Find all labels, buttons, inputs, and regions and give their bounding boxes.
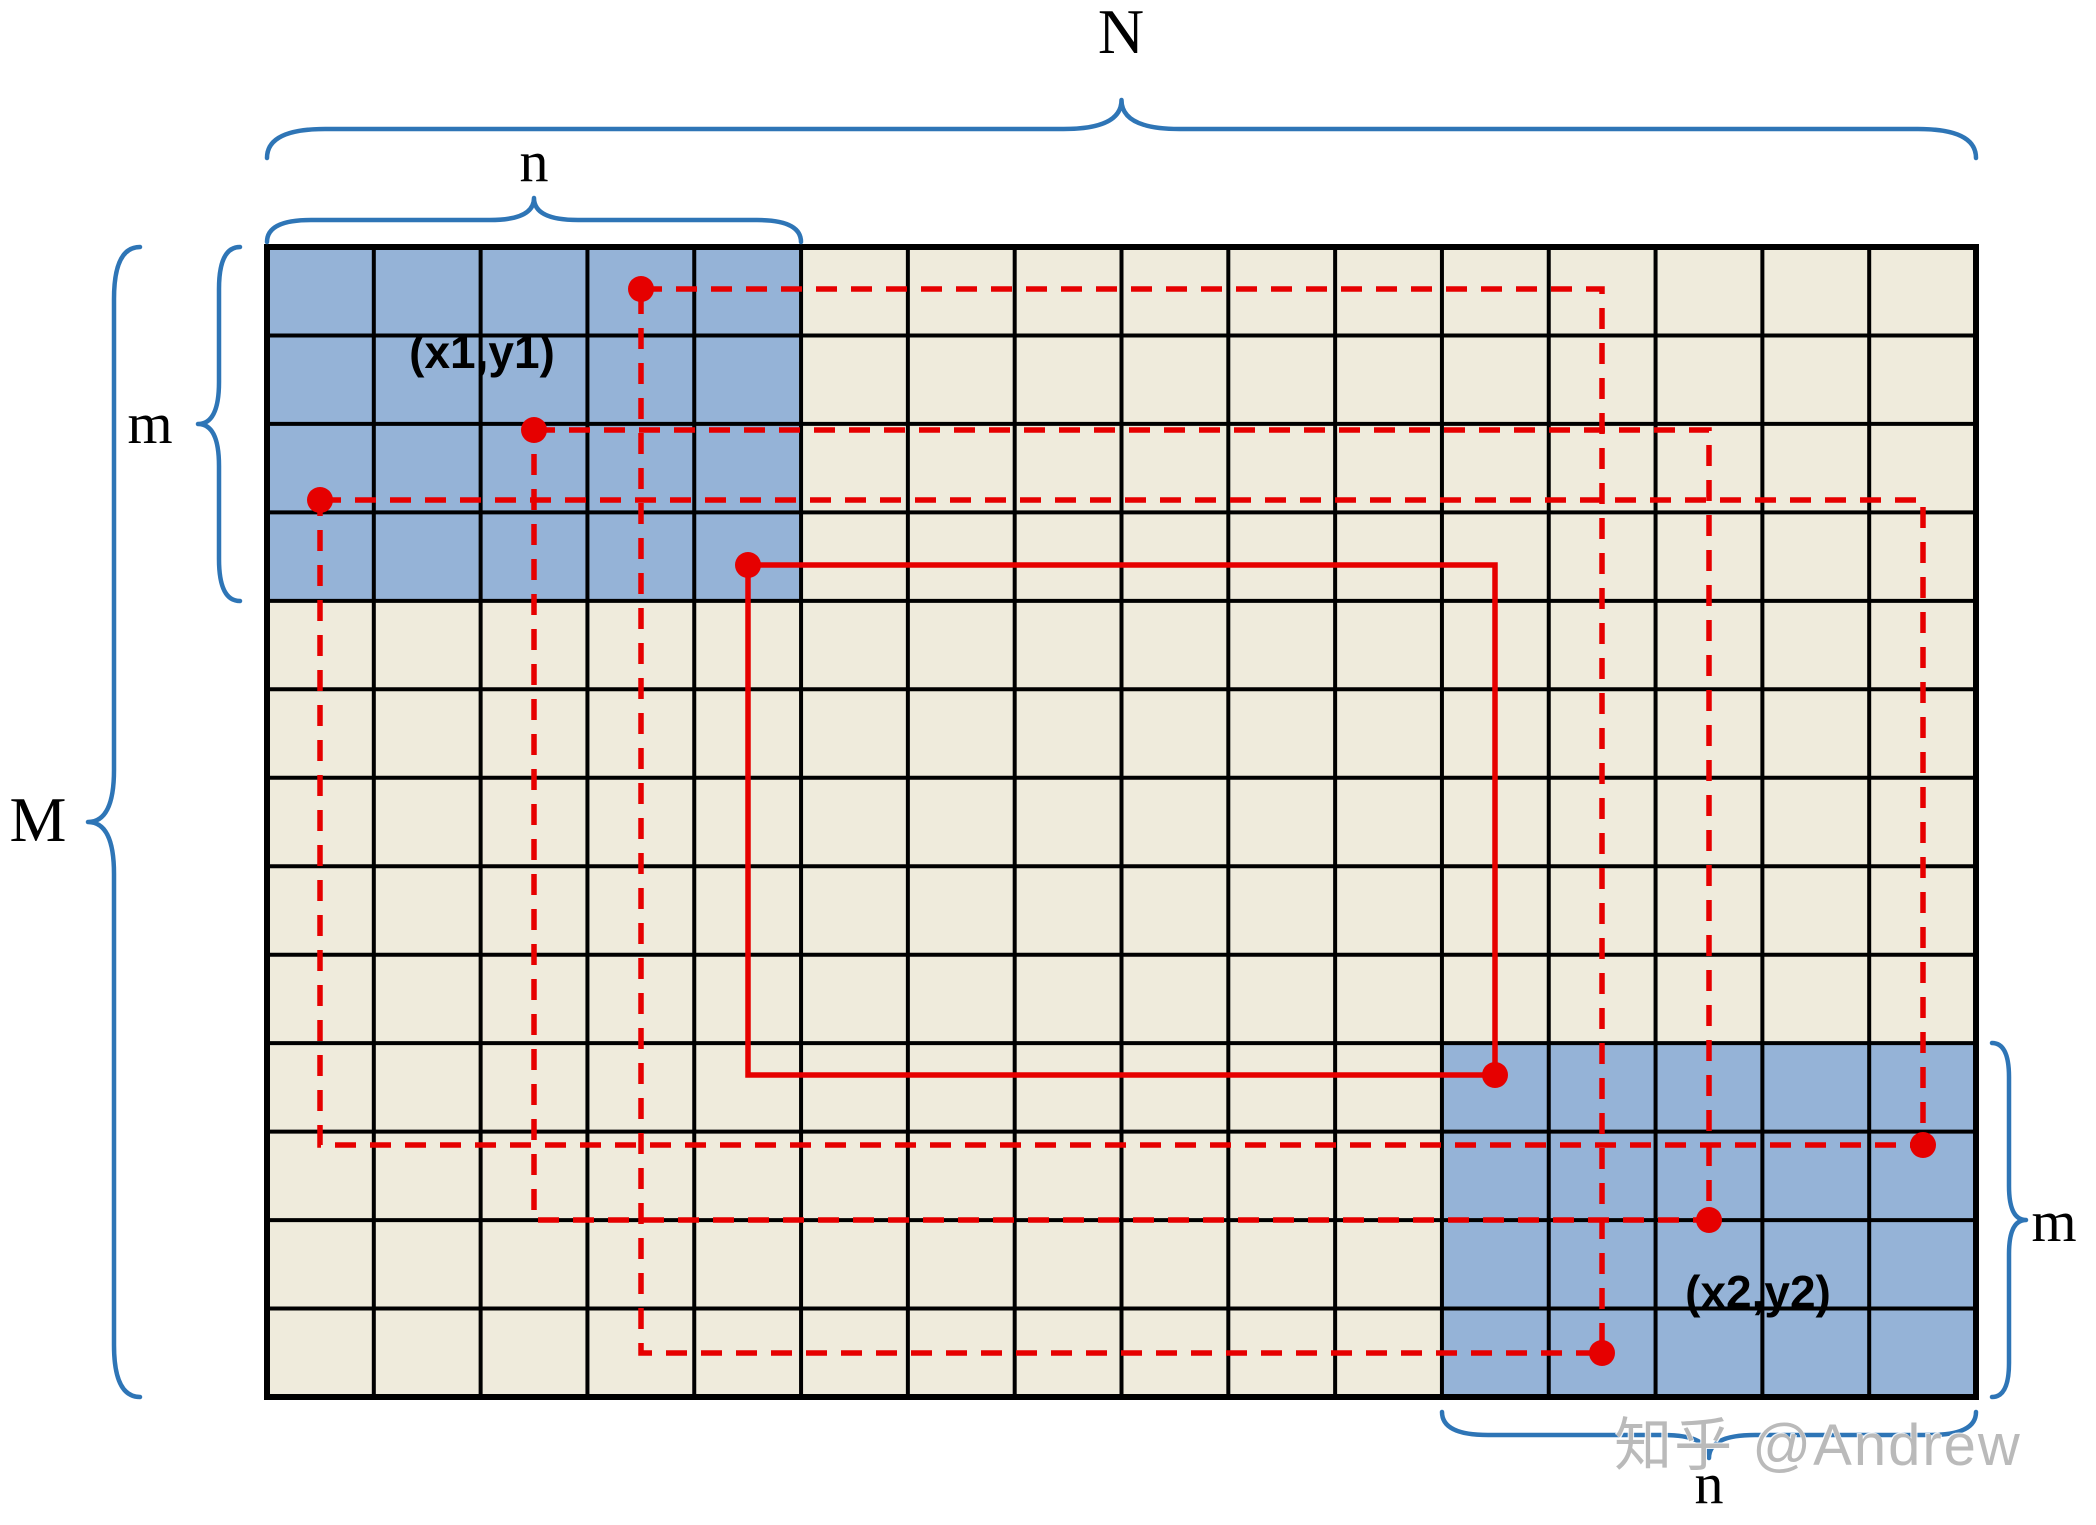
dot-window1-4 (735, 552, 761, 578)
query-rect-4-solid (745, 562, 1498, 1078)
dot-window1-2 (521, 417, 547, 443)
label-point-x1y1: (x1,y1) (409, 326, 555, 378)
brace-m-left (195, 244, 243, 604)
dot-window2-3 (1910, 1132, 1936, 1158)
watermark-text: 知乎 @Andrew (1614, 1413, 2022, 1478)
query-rect-2-dashed (531, 427, 1712, 1223)
brace-N (264, 97, 1979, 161)
dot-window2-2 (1696, 1207, 1722, 1233)
label-big-m: M (9, 784, 67, 855)
dot-window2-4 (1482, 1062, 1508, 1088)
dot-window1-1 (628, 276, 654, 302)
corner-dots (307, 276, 1936, 1366)
label-small-n-top: n (519, 129, 549, 194)
brace-m-right (1989, 1040, 2029, 1400)
label-big-n: N (1097, 0, 1145, 67)
grid-lines (264, 244, 1979, 1400)
query-rect-1-dashed (638, 286, 1605, 1356)
brace-group (85, 97, 2029, 1461)
label-small-m-left: m (127, 391, 173, 456)
brace-n-bottom (1439, 1409, 1979, 1461)
dot-window2-1 (1589, 1340, 1615, 1366)
brace-n-top (264, 195, 804, 245)
label-small-n-bottom: n (1694, 1451, 1724, 1516)
label-point-x2y2: (x2,y2) (1685, 1266, 1831, 1318)
label-small-m-right: m (2031, 1189, 2077, 1254)
dot-window1-3 (307, 487, 333, 513)
brace-M (85, 244, 143, 1400)
query-rectangles (317, 286, 1926, 1356)
query-rect-3-dashed (317, 497, 1926, 1148)
